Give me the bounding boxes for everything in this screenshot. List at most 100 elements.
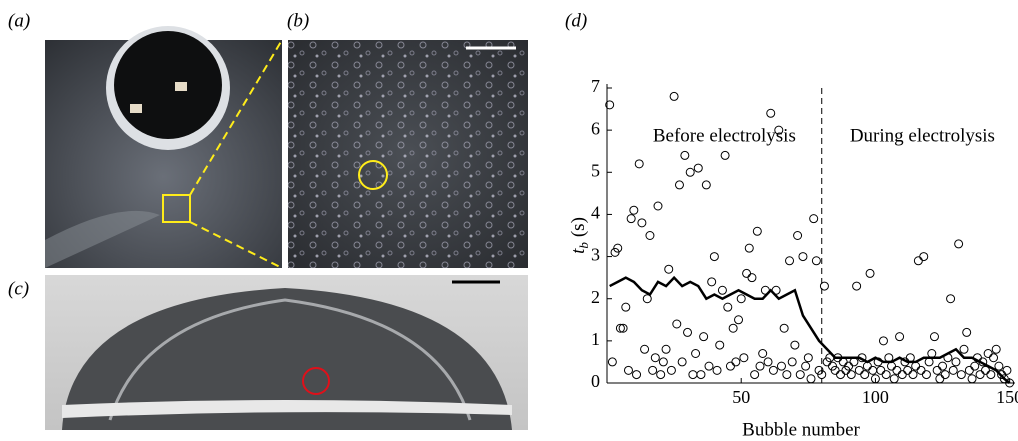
- data-point: [710, 253, 718, 261]
- data-point: [764, 358, 772, 366]
- data-point: [651, 354, 659, 362]
- data-point: [877, 366, 885, 374]
- data-point: [686, 168, 694, 176]
- data-point: [855, 366, 863, 374]
- data-point: [678, 358, 686, 366]
- data-point: [745, 244, 753, 252]
- data-point: [630, 206, 638, 214]
- data-point: [735, 316, 743, 324]
- data-point: [909, 371, 917, 379]
- data-point: [716, 341, 724, 349]
- data-point: [759, 350, 767, 358]
- data-point: [751, 371, 759, 379]
- panel-label: (c): [8, 278, 29, 299]
- data-point: [705, 362, 713, 370]
- data-point: [837, 371, 845, 379]
- data-point: [697, 371, 705, 379]
- data-point: [743, 269, 751, 277]
- data-point: [992, 345, 1000, 353]
- data-point: [863, 362, 871, 370]
- y-tick-label: 6: [591, 118, 600, 138]
- data-point: [724, 303, 732, 311]
- data-point: [786, 257, 794, 265]
- data-point: [963, 328, 971, 336]
- data-point: [882, 371, 890, 379]
- data-point: [928, 350, 936, 358]
- x-tick-label: 150: [996, 387, 1018, 407]
- data-point: [622, 303, 630, 311]
- data-point: [748, 274, 756, 282]
- data-point: [670, 92, 678, 100]
- data-point: [799, 253, 807, 261]
- data-point: [624, 366, 632, 374]
- data-point: [949, 366, 957, 374]
- data-point: [665, 265, 673, 273]
- photo-b: [288, 40, 528, 268]
- data-point: [649, 366, 657, 374]
- data-point: [796, 371, 804, 379]
- y-tick-label: 0: [591, 371, 600, 391]
- y-tick-label: 2: [591, 287, 600, 307]
- data-point: [939, 362, 947, 370]
- data-point: [920, 253, 928, 261]
- data-point: [673, 320, 681, 328]
- data-point: [896, 333, 904, 341]
- data-point: [726, 362, 734, 370]
- data-point: [898, 371, 906, 379]
- data-point: [802, 362, 810, 370]
- data-point: [957, 371, 965, 379]
- data-point: [987, 371, 995, 379]
- figure: (a) (b) (c) (d) 0123456750100150Bubble n…: [0, 0, 1018, 441]
- data-point: [729, 324, 737, 332]
- data-point: [689, 371, 697, 379]
- data-point: [732, 358, 740, 366]
- data-point: [659, 358, 667, 366]
- data-point: [627, 215, 635, 223]
- x-axis-label: Bubble number: [742, 419, 860, 440]
- data-point: [853, 282, 861, 290]
- annotation: During electrolysis: [850, 125, 995, 146]
- data-point: [662, 345, 670, 353]
- data-point: [788, 358, 796, 366]
- data-point: [922, 371, 930, 379]
- data-point: [777, 362, 785, 370]
- data-point: [925, 358, 933, 366]
- data-point: [984, 350, 992, 358]
- data-point: [740, 354, 748, 362]
- data-point: [810, 215, 818, 223]
- data-point: [960, 345, 968, 353]
- data-point: [933, 366, 941, 374]
- data-point: [684, 328, 692, 336]
- data-point: [702, 181, 710, 189]
- data-point: [681, 151, 689, 159]
- data-point: [893, 366, 901, 374]
- data-point: [812, 257, 820, 265]
- data-point: [850, 358, 858, 366]
- y-label-unit: (s): [568, 217, 589, 237]
- data-point: [917, 366, 925, 374]
- data-point: [791, 341, 799, 349]
- y-tick-label: 3: [591, 245, 600, 265]
- data-point: [965, 366, 973, 374]
- data-point: [936, 375, 944, 383]
- data-point: [820, 282, 828, 290]
- y-tick-label: 4: [591, 203, 600, 223]
- data-point: [646, 232, 654, 240]
- data-point: [692, 350, 700, 358]
- panel-label: (d): [565, 10, 587, 31]
- data-point: [971, 362, 979, 370]
- data-point: [890, 375, 898, 383]
- data-point: [608, 358, 616, 366]
- data-point: [914, 257, 922, 265]
- data-point: [753, 227, 761, 235]
- photo-a: [45, 26, 282, 268]
- data-point: [700, 333, 708, 341]
- data-point: [713, 366, 721, 374]
- x-tick-label: 100: [862, 387, 889, 407]
- data-point: [635, 160, 643, 168]
- data-point: [888, 362, 896, 370]
- data-point: [904, 366, 912, 374]
- panel-label: (a): [8, 10, 30, 31]
- data-point: [721, 151, 729, 159]
- data-point: [976, 371, 984, 379]
